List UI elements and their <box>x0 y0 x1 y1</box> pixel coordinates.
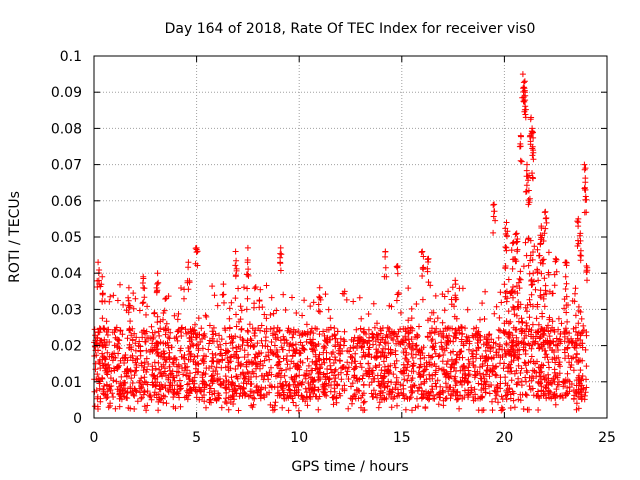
y-tick-label: 0.08 <box>51 121 82 137</box>
y-tick-label: 0.07 <box>51 158 82 174</box>
y-tick-label: 0.1 <box>60 49 82 65</box>
y-tick-label: 0.03 <box>51 302 82 318</box>
y-tick-label: 0.01 <box>51 375 82 391</box>
y-tick-label: 0.02 <box>51 339 82 355</box>
axis-ticks: 0 5 10 15 20 25 0 0.01 0.02 0.03 0.04 0.05 0.06 0.07 0… <box>51 49 616 446</box>
grid <box>94 56 607 418</box>
x-axis-label: GPS time / hours <box>291 459 408 475</box>
y-tick-label: 0 <box>73 411 82 427</box>
y-tick-label: 0.04 <box>51 266 82 282</box>
y-tick-label: 0.06 <box>51 194 82 210</box>
x-tick-label: 10 <box>290 430 308 446</box>
y-tick-label: 0.05 <box>51 230 82 246</box>
y-axis-label: ROTI / TECUs <box>7 191 23 283</box>
x-tick-label: 15 <box>393 430 411 446</box>
chart-title: Day 164 of 2018, Rate Of TEC Index for r… <box>165 21 536 37</box>
x-tick-label: 25 <box>598 430 616 446</box>
roti-markers <box>91 71 591 414</box>
x-tick-label: 5 <box>192 430 201 446</box>
x-tick-label: 0 <box>90 430 99 446</box>
x-tick-label: 20 <box>495 430 513 446</box>
y-tick-label: 0.09 <box>51 85 82 101</box>
data-points <box>91 71 591 414</box>
